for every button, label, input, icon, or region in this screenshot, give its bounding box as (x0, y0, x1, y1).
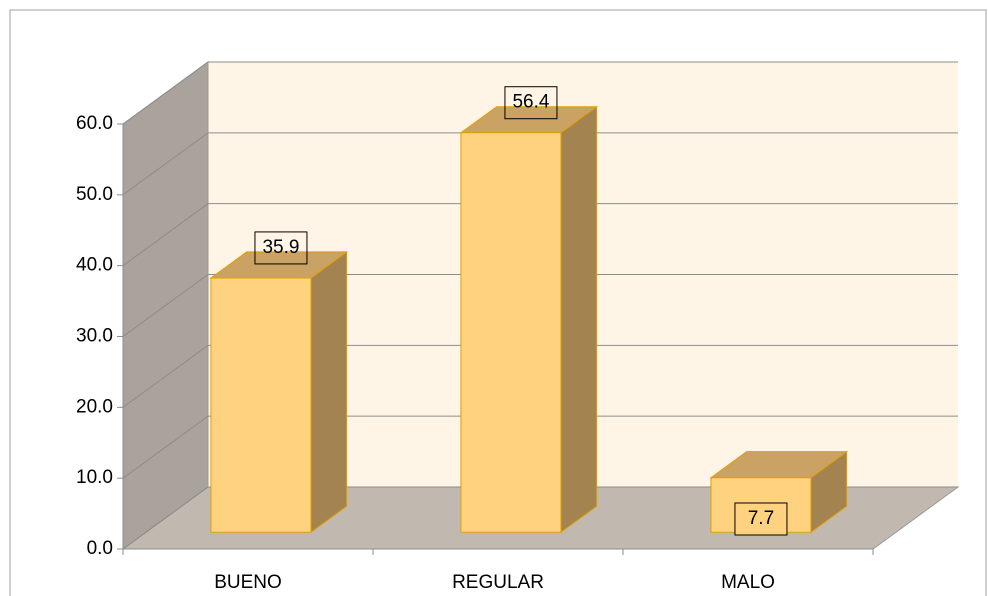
value-label-box (504, 86, 558, 120)
y-tick-label: 10.0 (76, 467, 113, 488)
y-tick-label: 50.0 (76, 184, 113, 205)
x-tick-label: REGULAR (452, 572, 544, 593)
y-tick-label: 20.0 (76, 396, 113, 417)
bar (460, 132, 562, 533)
grid-line (122, 203, 958, 267)
y-tick-label: 40.0 (76, 255, 113, 276)
grid-line (122, 486, 958, 550)
value-label: 56.4 (512, 92, 549, 113)
value-label-box (734, 502, 788, 536)
value-label: 7.7 (748, 508, 774, 529)
y-tick-label: 0.0 (87, 538, 113, 559)
y-tick-label: 30.0 (76, 326, 113, 347)
bar-side (560, 105, 598, 534)
x-tick-label: BUENO (214, 572, 282, 593)
bar (210, 277, 312, 533)
grid-line (122, 61, 958, 125)
value-label-box (254, 231, 308, 265)
grid-line (122, 344, 958, 408)
grid-line (122, 132, 958, 196)
x-tick-label: MALO (721, 572, 775, 593)
value-label: 35.9 (262, 237, 299, 258)
grid-line (122, 415, 958, 479)
y-tick-label: 60.0 (76, 113, 113, 134)
grid-line (122, 274, 958, 337)
bar-side (310, 250, 348, 534)
